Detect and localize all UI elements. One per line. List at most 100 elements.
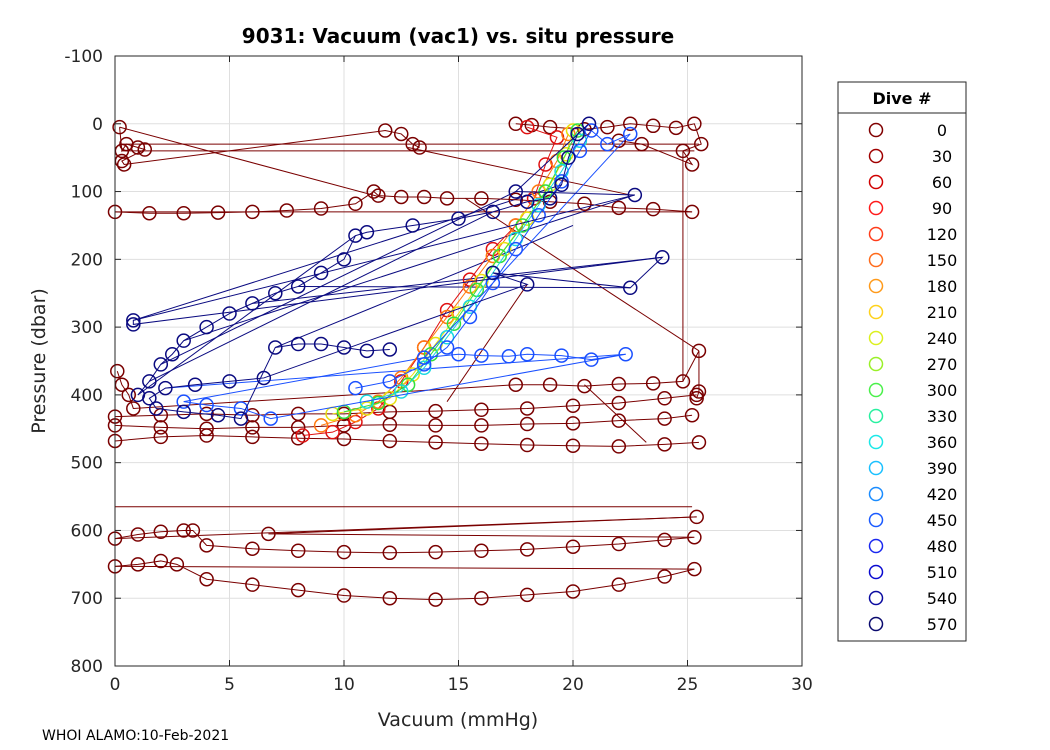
data-point [519,401,535,416]
data-point [611,200,627,216]
legend-label: 480 [927,537,958,556]
data-point [416,189,432,205]
data-point [142,205,157,221]
data-point [584,352,599,367]
y-tick-label: 500 [71,454,103,474]
data-point [158,380,173,396]
data-point [485,204,501,220]
legend-label: 420 [927,485,958,504]
legend-label: 510 [927,563,958,582]
data-point [519,416,535,432]
data-point [687,529,702,545]
data-point [222,306,237,321]
data-point [405,136,420,152]
data-point [623,280,638,296]
x-tick-label: 15 [448,675,470,695]
data-point [126,401,141,416]
data-point [451,211,466,226]
data-point [359,401,375,416]
data-point [148,401,164,416]
legend: Dive # 0 30 60 90 120 150 180 210 240 270 300 330 36… [837,81,967,642]
data-point [485,265,501,281]
data-point [256,370,272,386]
data-point [618,346,633,362]
data-point [668,120,684,136]
legend-label: 0 [937,121,947,140]
data-point [689,391,704,406]
data-point [382,433,398,449]
data-point [565,123,581,138]
x-tick-label: 5 [224,675,235,695]
legend-marker [868,304,884,320]
data-point [268,340,283,355]
data-point [519,194,535,209]
data-point [451,346,466,362]
data-point [474,348,489,363]
series-line [132,123,664,420]
data-point [462,309,478,325]
data-point [137,142,153,157]
data-point [623,126,638,142]
data-point [508,377,523,392]
data-point [687,561,702,577]
connecting-line [446,284,528,402]
series-line [183,129,631,420]
data-point [336,252,352,267]
data-point [394,374,409,389]
legend-label: 120 [927,225,958,244]
data-point [474,543,489,559]
data-point [657,532,672,548]
data-point [439,330,455,345]
data-point [561,150,576,165]
data-point [565,584,581,599]
connecting-line [275,224,574,348]
data-point [263,411,278,426]
data-point [501,349,517,364]
legend-marker [868,148,884,164]
legend-label: 540 [927,589,958,608]
legend-marker [868,538,884,554]
data-point [634,136,649,152]
legend-marker [868,590,884,606]
data-point [394,126,409,142]
legend-label: 570 [927,615,958,634]
data-point [428,592,443,607]
data-point [313,201,329,216]
data-point [428,418,443,433]
legend-marker [868,564,884,580]
data-point [416,350,432,365]
legend-marker [868,408,884,424]
data-point [474,436,489,451]
data-layer [107,116,709,607]
data-point [439,191,455,206]
data-point [199,571,214,587]
data-point [556,150,572,165]
data-point [416,357,432,372]
data-point [485,275,501,291]
legend-marker [868,460,884,476]
legend-label: 180 [927,277,958,296]
legend-marker [868,200,884,216]
y-tick-label: 800 [71,657,103,677]
series-line [343,130,579,413]
data-point [462,279,478,294]
data-point [313,336,329,352]
y-tick-label: 600 [71,521,103,541]
data-point [268,285,283,301]
data-point [245,420,260,435]
data-point [655,250,670,265]
data-point [474,418,489,433]
series-line [114,190,693,214]
data-point [199,397,214,413]
data-point [508,241,523,257]
data-point [565,438,581,453]
data-point [581,116,597,132]
data-point [290,420,306,435]
connecting-line [408,147,631,196]
series-line [366,140,581,403]
legend-title: Dive # [872,89,931,108]
data-point [519,346,535,362]
legend-label: 210 [927,303,958,322]
data-point [336,431,352,447]
data-point [554,177,569,193]
